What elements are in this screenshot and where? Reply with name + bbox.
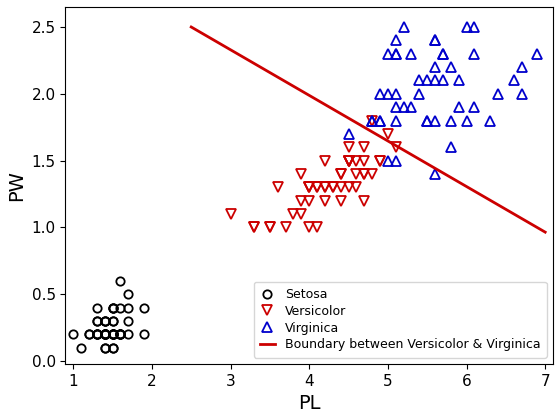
- Y-axis label: PW: PW: [7, 170, 26, 201]
- Legend: Setosa, Versicolor, Virginica, Boundary between Versicolor & Virginica: Setosa, Versicolor, Virginica, Boundary …: [254, 282, 547, 357]
- X-axis label: PL: PL: [298, 394, 320, 413]
